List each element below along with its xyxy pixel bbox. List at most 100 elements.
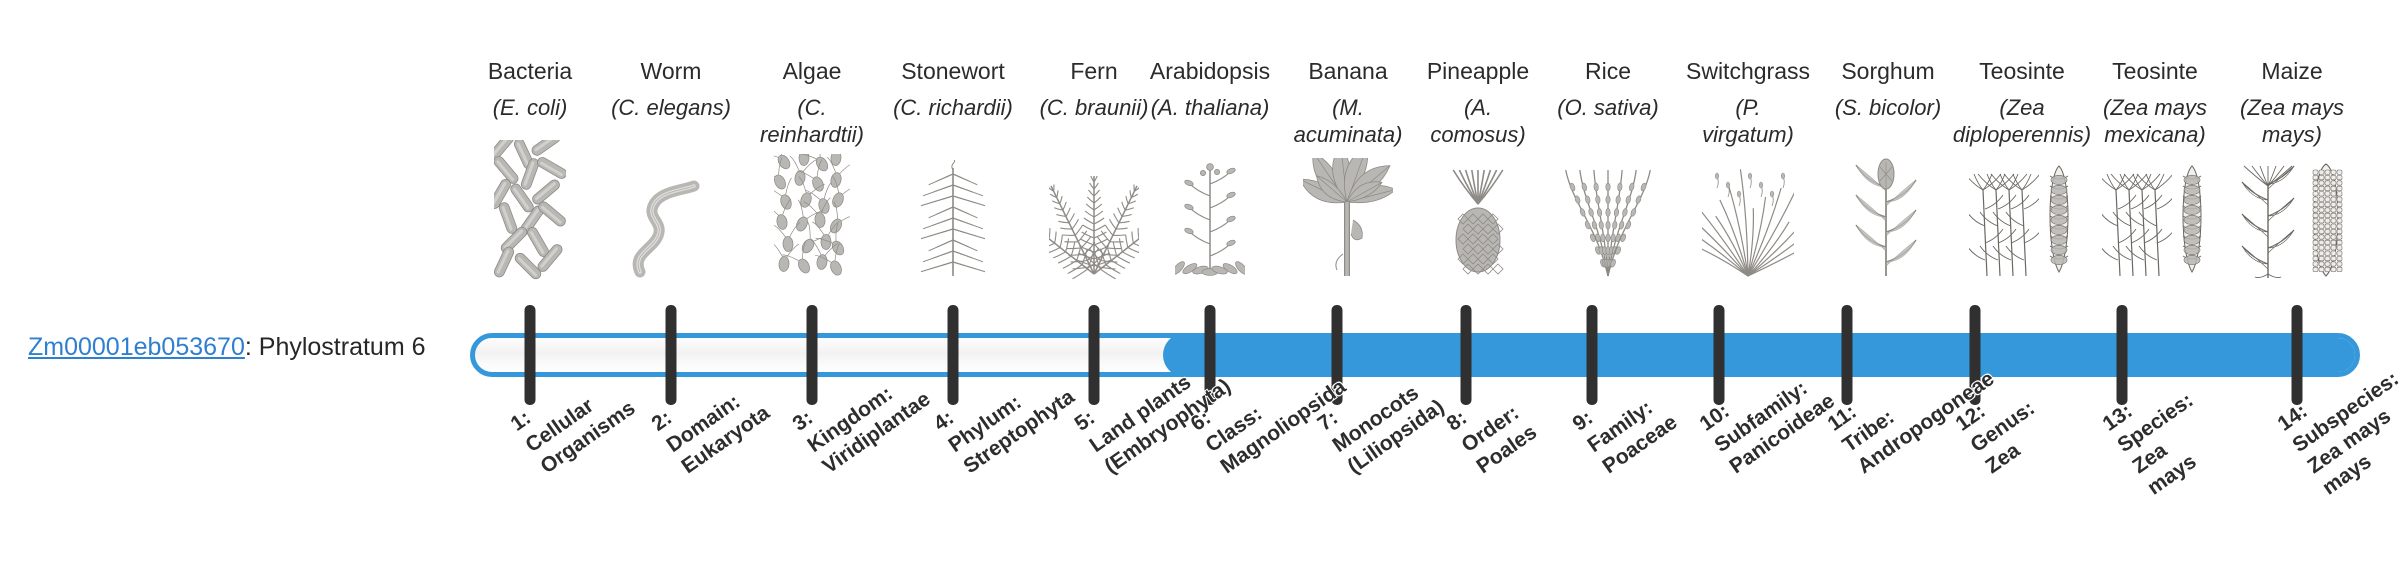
phylostratum-tick-11[interactable] — [1841, 305, 1853, 405]
species-latin-name: (A. comosus) — [1403, 94, 1553, 148]
phylostratum-value-label: Phylostratum 6 — [258, 333, 426, 361]
species-latin-name: (S. bicolor) — [1803, 94, 1973, 121]
species-latin-name: (E. coli) — [445, 94, 615, 121]
species-latin-line: (P. — [1735, 95, 1761, 120]
phylostratum-fill — [1163, 338, 2355, 372]
species-column-teosinte: Teosinte (Zea mays mexicana) — [2073, 56, 2238, 148]
species-column-arabidopsis: Arabidopsis (A. thaliana) — [1115, 56, 1305, 121]
species-latin-line: (M. — [1332, 95, 1364, 120]
species-latin-line: (C. braunii) — [1039, 95, 1149, 120]
phylostratum-tick-13[interactable] — [2116, 305, 2128, 405]
phylostratum-tick-3[interactable] — [806, 305, 818, 405]
phylostratum-tick-10[interactable] — [1713, 305, 1725, 405]
species-column-algae: Algae (C. reinhardtii) — [737, 56, 887, 148]
phylostratum-track[interactable] — [470, 333, 2360, 377]
species-common-name: Switchgrass — [1686, 58, 1810, 84]
algae-illustration — [737, 154, 887, 280]
gene-id-link[interactable]: Zm00001eb053670 — [28, 333, 245, 361]
sorghum-illustration — [1803, 158, 1973, 280]
switchgrass-illustration — [1663, 169, 1833, 280]
species-common-name: Worm — [640, 58, 702, 84]
nematode-illustration — [586, 175, 756, 280]
species-latin-line: (A. thaliana) — [1150, 95, 1270, 120]
species-latin-name: (C. elegans) — [586, 94, 756, 121]
species-latin-line: (C. elegans) — [611, 95, 731, 120]
species-latin-line: (C. — [797, 95, 827, 120]
species-latin-line: diploperennis) — [1952, 122, 2092, 147]
species-latin-line: (S. bicolor) — [1834, 95, 1942, 120]
arabidopsis-illustration — [1115, 163, 1305, 280]
teosinte-mexicana-illustration — [2073, 165, 2238, 280]
species-column-stonewort: Stonewort (C. richardii) — [863, 56, 1043, 121]
phylostratum-tick-5[interactable] — [1088, 305, 1100, 405]
fern-illustration — [1009, 175, 1179, 280]
teosinte-diplo-illustration — [1942, 165, 2102, 280]
stonewort-illustration — [863, 160, 1043, 280]
species-column-worm: Worm (C. elegans) — [586, 56, 756, 121]
species-common-name: Maize — [2261, 58, 2323, 84]
species-latin-line: (O. sativa) — [1557, 95, 1659, 120]
species-common-name: Fern — [1070, 58, 1118, 84]
row-separator: : — [244, 333, 259, 361]
species-column-maize: Maize (Zea mays mays) — [2207, 56, 2377, 148]
species-latin-line: (Zea mays — [2240, 95, 2344, 120]
phylostratum-tick-2[interactable] — [665, 305, 677, 405]
species-latin-name: (A. thaliana) — [1115, 94, 1305, 121]
species-column-pineapple: Pineapple (A. comosus) — [1403, 56, 1553, 148]
species-common-name: Teosinte — [2112, 58, 2198, 84]
phylostratum-label-9: 9: Family: Poaceae — [1568, 367, 1683, 480]
species-common-name: Stonewort — [901, 58, 1005, 84]
species-common-name: Pineapple — [1426, 58, 1530, 84]
pineapple-illustration — [1403, 169, 1553, 280]
phylostratum-tick-9[interactable] — [1586, 305, 1598, 405]
rice-illustration — [1528, 169, 1688, 280]
species-latin-line: acuminata) — [1293, 122, 1403, 147]
species-latin-line: mays) — [2262, 122, 2322, 147]
species-column-switchgrass: Switchgrass (P. virgatum) — [1663, 56, 1833, 148]
species-latin-line: reinhardtii) — [760, 122, 864, 147]
species-latin-line: (A. — [1463, 95, 1493, 120]
species-common-name: Teosinte — [1979, 58, 2065, 84]
species-latin-line: (Zea mays — [2103, 95, 2207, 120]
species-latin-line: (C. richardii) — [893, 95, 1013, 120]
phylostratum-tick-8[interactable] — [1460, 305, 1472, 405]
species-latin-line: (Zea — [1999, 95, 2045, 120]
phylostratum-tick-1[interactable] — [524, 305, 536, 405]
species-latin-name: (C. braunii) — [1009, 94, 1179, 121]
species-latin-line: (E. coli) — [492, 95, 568, 120]
species-common-name: Sorghum — [1841, 58, 1935, 84]
species-latin-name: (C. richardii) — [863, 94, 1043, 121]
bacteria-illustration — [445, 140, 615, 280]
species-latin-name: (O. sativa) — [1528, 94, 1688, 121]
species-latin-name: (Zea mays mexicana) — [2073, 94, 2238, 148]
species-common-name: Banana — [1308, 58, 1388, 84]
species-latin-line: mexicana) — [2104, 122, 2206, 147]
species-latin-name: (C. reinhardtii) — [737, 94, 887, 148]
species-latin-name: (M. acuminata) — [1273, 94, 1423, 148]
phylostratum-tick-7[interactable] — [1331, 305, 1343, 405]
species-column-sorghum: Sorghum (S. bicolor) — [1803, 56, 1973, 121]
species-column-banana: Banana (M. acuminata) — [1273, 56, 1423, 148]
species-latin-name: (Zea mays mays) — [2207, 94, 2377, 148]
species-column-rice: Rice (O. sativa) — [1528, 56, 1688, 121]
species-column-bacteria: Bacteria (E. coli) — [445, 56, 615, 121]
species-common-name: Bacteria — [487, 58, 573, 84]
gene-row-label: Zm00001eb053670: Phylostratum 6 — [28, 333, 448, 361]
phylostratum-label-8: 8: Order: Poales — [1442, 377, 1542, 480]
species-common-name: Algae — [782, 58, 842, 84]
species-common-name: Rice — [1584, 58, 1631, 84]
species-latin-line: comosus) — [1430, 122, 1526, 147]
species-latin-name: (Zea diploperennis) — [1942, 94, 2102, 148]
species-latin-name: (P. virgatum) — [1663, 94, 1833, 148]
phylostratum-tick-12[interactable] — [1969, 305, 1981, 405]
banana-illustration — [1273, 158, 1423, 280]
species-common-name: Arabidopsis — [1149, 58, 1271, 84]
phylostratum-tick-6[interactable] — [1204, 305, 1216, 405]
phylostratum-tick-4[interactable] — [947, 305, 959, 405]
species-latin-line: virgatum) — [1702, 122, 1794, 147]
species-column-fern: Fern (C. braunii) — [1009, 56, 1179, 121]
species-column-teosinte: Teosinte (Zea diploperennis) — [1942, 56, 2102, 148]
phylostratum-tick-14[interactable] — [2291, 305, 2303, 405]
maize-illustration — [2207, 163, 2377, 280]
